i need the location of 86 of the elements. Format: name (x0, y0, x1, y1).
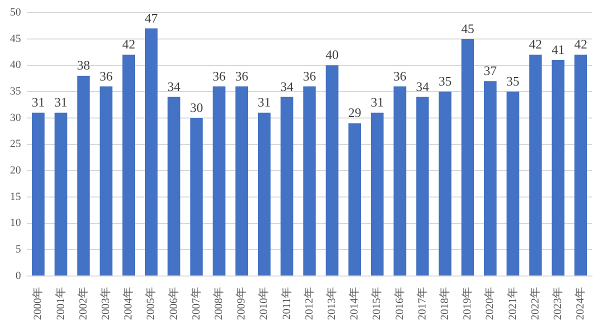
bar (438, 92, 452, 276)
y-tick-label: 45 (10, 32, 22, 45)
data-label: 36 (235, 68, 249, 84)
data-label: 31 (258, 94, 271, 110)
data-label: 34 (167, 78, 181, 94)
x-tick-label: 2011年 (280, 287, 293, 320)
y-tick-label: 25 (10, 138, 22, 150)
bar (552, 60, 564, 276)
y-tick-label: 30 (10, 112, 22, 124)
x-tick-label: 2005年 (145, 287, 158, 320)
bar (258, 112, 271, 276)
x-tick-label: 2018年 (438, 287, 451, 320)
x-tick-label: 2012年 (303, 287, 316, 320)
bar (122, 54, 136, 276)
y-tick-label: 20 (10, 164, 22, 177)
x-tick-label: 2001年 (54, 287, 67, 320)
bar (212, 86, 226, 276)
x-tick-label: 2013年 (326, 287, 338, 320)
x-tick-label: 2017年 (416, 287, 428, 320)
x-tick-label: 2007年 (190, 287, 202, 320)
x-tick-label: 2010年 (258, 287, 270, 320)
x-tick-label: 2008年 (212, 287, 225, 320)
data-label: 38 (77, 58, 90, 73)
x-tick-label: 2016年 (394, 287, 406, 320)
data-label: 42 (529, 36, 542, 52)
x-tick-label: 2014年 (348, 287, 361, 320)
bar (190, 118, 203, 276)
data-label: 37 (484, 63, 498, 78)
data-label: 31 (370, 94, 384, 110)
data-label: 42 (574, 36, 588, 52)
data-label: 41 (552, 42, 565, 57)
x-tick-label: 2019年 (462, 287, 474, 320)
y-tick-label: 15 (10, 190, 22, 203)
data-label: 31 (54, 94, 68, 110)
bar (54, 112, 68, 276)
data-label: 40 (326, 47, 339, 62)
bar (348, 123, 362, 276)
data-label: 36 (100, 68, 114, 84)
data-label: 29 (348, 105, 362, 120)
bar (144, 28, 158, 276)
y-tick-label: 40 (10, 59, 22, 72)
bar (280, 96, 294, 276)
data-label: 36 (393, 68, 407, 84)
bar (235, 86, 248, 276)
bar (416, 96, 429, 276)
bar (77, 76, 90, 276)
data-label: 42 (122, 36, 136, 52)
bar (168, 96, 180, 276)
x-tick-label: 2022年 (529, 287, 542, 320)
y-tick-label: 35 (10, 86, 22, 98)
data-label: 47 (144, 10, 158, 26)
bar (32, 112, 45, 276)
data-label: 45 (461, 20, 474, 36)
data-label: 31 (32, 94, 45, 110)
bar (100, 86, 112, 276)
x-tick-label: 2015年 (371, 287, 384, 320)
bar (370, 112, 384, 276)
bar (529, 54, 542, 276)
y-tick-label: 5 (16, 244, 22, 256)
x-tick-label: 2000年 (32, 287, 44, 320)
bar (484, 81, 497, 276)
bar (574, 54, 588, 276)
y-tick-label: 10 (10, 217, 22, 230)
x-tick-label: 2003年 (100, 287, 112, 320)
x-tick-label: 2021年 (506, 287, 519, 320)
data-label: 35 (506, 74, 520, 89)
x-tick-label: 2023年 (552, 287, 564, 320)
y-tick-label: 50 (10, 6, 22, 18)
data-label: 36 (303, 68, 316, 84)
bar (303, 86, 316, 276)
data-label: 35 (438, 74, 452, 89)
data-label: 30 (190, 100, 203, 115)
x-tick-label: 2020年 (484, 287, 496, 320)
bar (326, 65, 338, 276)
x-tick-label: 2002年 (77, 287, 90, 320)
x-tick-label: 2024年 (574, 287, 587, 320)
x-tick-label: 2006年 (168, 287, 180, 320)
y-tick-label: 0 (16, 270, 22, 282)
data-label: 34 (280, 78, 294, 94)
data-label: 34 (416, 78, 430, 94)
data-label: 36 (212, 68, 226, 84)
bar (394, 86, 406, 276)
bar (506, 92, 520, 276)
bar (461, 38, 474, 276)
x-tick-label: 2009年 (236, 287, 248, 320)
x-tick-label: 2004年 (122, 287, 135, 320)
